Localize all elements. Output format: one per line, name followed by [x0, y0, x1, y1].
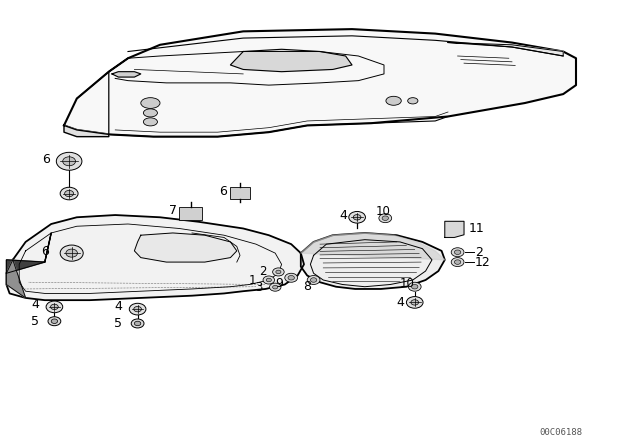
Circle shape: [353, 215, 361, 220]
Text: 10: 10: [375, 205, 390, 218]
Circle shape: [273, 268, 284, 276]
Text: 7: 7: [169, 204, 177, 217]
Text: 6: 6: [42, 152, 50, 166]
Text: 2: 2: [259, 265, 266, 279]
Circle shape: [288, 276, 294, 280]
Circle shape: [263, 276, 275, 284]
Circle shape: [451, 248, 464, 257]
FancyBboxPatch shape: [230, 187, 250, 199]
Text: 4: 4: [115, 300, 122, 314]
Circle shape: [131, 319, 144, 328]
Polygon shape: [6, 215, 304, 300]
Ellipse shape: [141, 98, 160, 108]
Polygon shape: [112, 72, 141, 77]
Circle shape: [382, 216, 388, 220]
Polygon shape: [64, 125, 109, 137]
Polygon shape: [230, 49, 352, 72]
Circle shape: [51, 304, 58, 310]
Circle shape: [65, 190, 74, 197]
Circle shape: [406, 297, 423, 308]
Circle shape: [408, 282, 421, 291]
Polygon shape: [448, 43, 563, 56]
Circle shape: [285, 273, 298, 282]
Text: 2: 2: [475, 246, 483, 259]
Polygon shape: [64, 29, 576, 137]
Text: 3: 3: [255, 280, 263, 294]
Circle shape: [451, 258, 464, 267]
Circle shape: [307, 276, 320, 284]
Text: 4: 4: [396, 296, 404, 309]
Circle shape: [60, 245, 83, 261]
Text: 11: 11: [468, 221, 484, 235]
Ellipse shape: [408, 98, 418, 104]
Ellipse shape: [143, 118, 157, 126]
Circle shape: [56, 152, 82, 170]
Circle shape: [273, 285, 278, 289]
Circle shape: [411, 300, 419, 305]
Polygon shape: [445, 221, 464, 237]
Circle shape: [266, 278, 271, 282]
Circle shape: [134, 306, 141, 312]
Circle shape: [66, 249, 77, 257]
Text: 1: 1: [249, 273, 257, 287]
Ellipse shape: [386, 96, 401, 105]
Circle shape: [454, 260, 461, 264]
Polygon shape: [134, 233, 237, 262]
Circle shape: [48, 317, 61, 326]
Polygon shape: [301, 233, 445, 289]
Ellipse shape: [143, 109, 157, 117]
Circle shape: [60, 187, 78, 200]
Text: 10: 10: [399, 276, 415, 290]
Circle shape: [310, 278, 317, 282]
Text: 9: 9: [276, 276, 284, 290]
Text: 5: 5: [115, 317, 122, 331]
Text: 12: 12: [475, 255, 491, 269]
Circle shape: [276, 270, 281, 274]
Polygon shape: [6, 233, 51, 273]
Circle shape: [51, 319, 58, 323]
FancyBboxPatch shape: [179, 207, 202, 220]
Circle shape: [134, 321, 141, 326]
Text: 00C06188: 00C06188: [540, 428, 582, 437]
Circle shape: [129, 303, 146, 315]
Text: 5: 5: [31, 315, 39, 328]
Text: 8: 8: [303, 280, 311, 293]
Text: 6: 6: [219, 185, 227, 198]
Text: 4: 4: [340, 208, 348, 222]
Circle shape: [63, 157, 76, 166]
Circle shape: [269, 283, 281, 291]
Circle shape: [46, 301, 63, 313]
Circle shape: [412, 284, 418, 289]
Text: 6: 6: [41, 245, 49, 258]
Text: 4: 4: [31, 298, 39, 311]
Polygon shape: [6, 260, 26, 298]
Polygon shape: [301, 233, 445, 260]
Circle shape: [454, 250, 461, 254]
Circle shape: [349, 211, 365, 223]
Circle shape: [379, 214, 392, 223]
